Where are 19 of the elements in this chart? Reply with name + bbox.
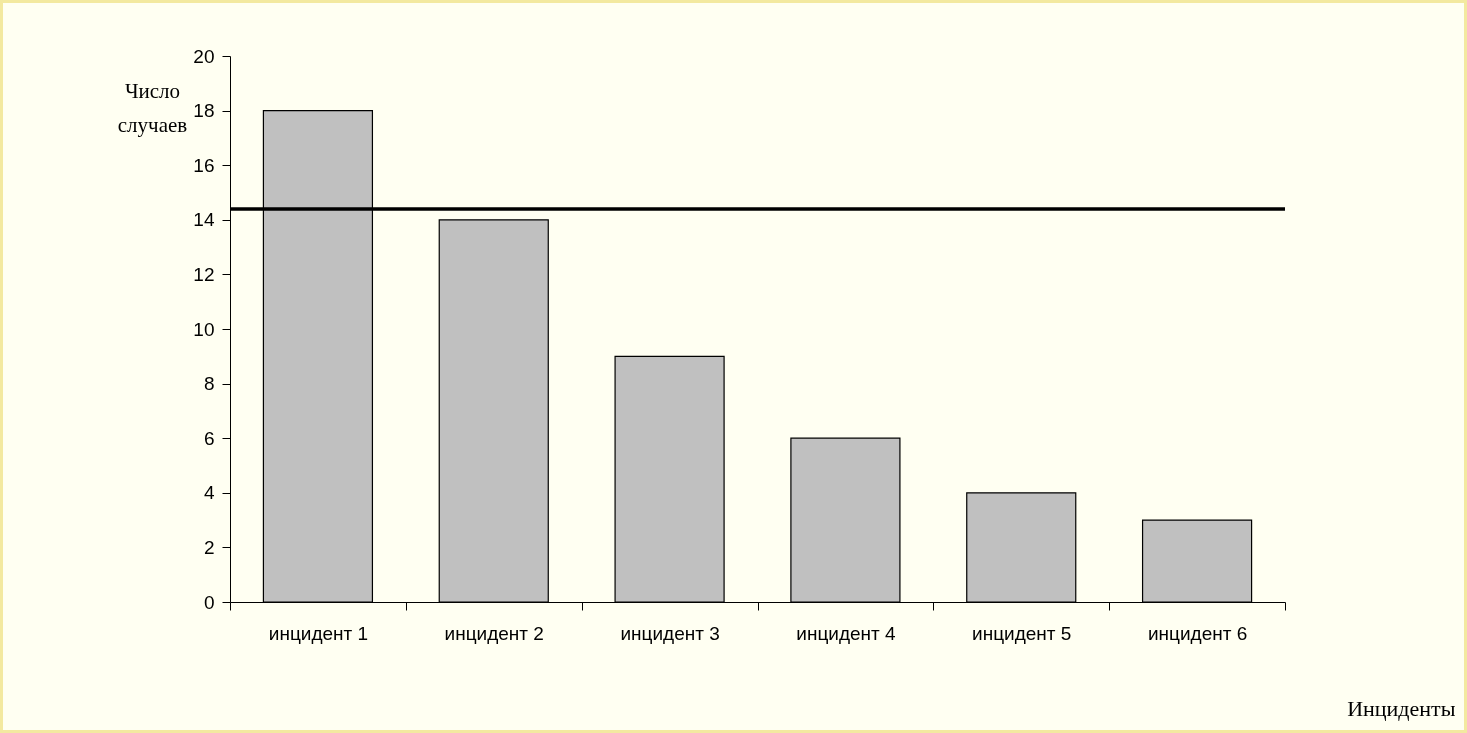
x-tick-label: инцидент 3 xyxy=(620,622,720,644)
x-tick-label: инцидент 4 xyxy=(796,622,896,644)
y-tick-label: 14 xyxy=(193,209,215,231)
x-tick-label: инцидент 6 xyxy=(1147,622,1248,644)
y-tick-label: 6 xyxy=(203,427,215,449)
y-axis-title: Число случаев xyxy=(117,78,188,137)
x-tick-label: инцидент 2 xyxy=(444,622,544,644)
y-tick-label: 2 xyxy=(203,536,215,558)
x-tick-label: инцидент 1 xyxy=(268,622,369,644)
y-tick-label: 0 xyxy=(203,591,215,613)
y-tick-label: 12 xyxy=(193,263,215,285)
y-tick-label: 18 xyxy=(193,100,215,122)
x-tick-label: инцидент 5 xyxy=(972,622,1072,644)
y-tick-label: 20 xyxy=(193,45,215,67)
y-tick-label: 16 xyxy=(193,154,215,176)
x-axis-title: Инциденты xyxy=(1347,695,1456,721)
y-tick-label: 8 xyxy=(203,373,215,395)
y-tick-label: 4 xyxy=(203,482,215,504)
y-tick-label: 10 xyxy=(193,318,215,340)
